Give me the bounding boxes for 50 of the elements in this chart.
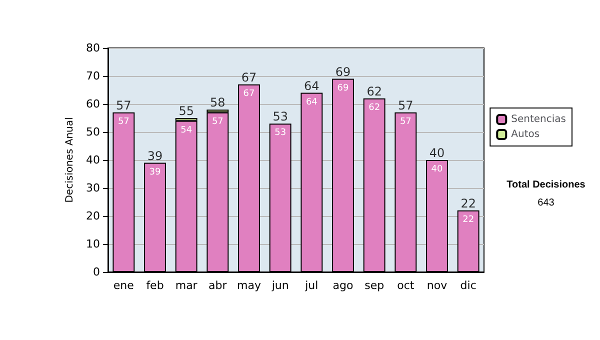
total-label: 64 [304,78,320,93]
data-label: 57 [212,116,224,127]
total-label: 39 [147,148,163,163]
total-label: 67 [241,70,257,84]
data-label: 57 [118,116,130,127]
data-label: 22 [462,214,474,225]
data-label: 40 [431,164,443,174]
legend-label: Autos [511,129,540,140]
data-label: 39 [149,167,161,178]
x-tick-label: sep [364,279,384,292]
data-label: 64 [306,97,318,108]
total-label: 53 [272,110,288,124]
total-label: 40 [429,146,445,160]
x-tick-label: mar [175,279,198,292]
x-tick-label: may [237,279,262,292]
x-tick-label: jun [270,279,289,292]
total-label: 55 [178,104,194,118]
data-label: 57 [400,116,412,127]
data-label: 67 [243,88,255,99]
data-label: 54 [180,125,192,136]
y-tick-label: 40 [86,154,100,166]
x-tick-label: oct [397,279,415,292]
x-tick-label: jul [304,279,318,292]
y-tick-label: 20 [86,210,100,222]
data-label: 69 [337,83,349,94]
x-tick-label: feb [146,279,164,292]
y-tick-label: 80 [86,42,100,54]
text: Total Decisiones [506,180,586,190]
total-label: 69 [335,64,351,79]
y-tick-label: 50 [86,126,100,138]
total-label: 57 [116,98,132,112]
total-label: 62 [366,84,382,98]
x-tick-label: dic [460,279,476,292]
y-tick-label: 0 [93,266,100,278]
text: 643 [538,198,555,208]
data-label: 62 [368,102,380,113]
x-tick-label: ene [113,279,134,292]
y-tick-label: 70 [86,70,100,82]
y-tick-label: 30 [86,182,100,194]
legend-label: Sentencias [511,114,566,125]
data-label: 53 [274,128,286,138]
total-label: 57 [398,98,414,112]
y-tick-label: 60 [86,98,100,110]
x-tick-label: nov [426,279,448,292]
y-axis-title: Decisiones Anual [64,117,76,203]
total-label: 58 [210,96,226,110]
y-tick-label: 10 [86,238,100,250]
total-label: 22 [460,196,476,210]
x-tick-label: ago [332,279,354,292]
x-tick-label: abr [208,279,228,292]
